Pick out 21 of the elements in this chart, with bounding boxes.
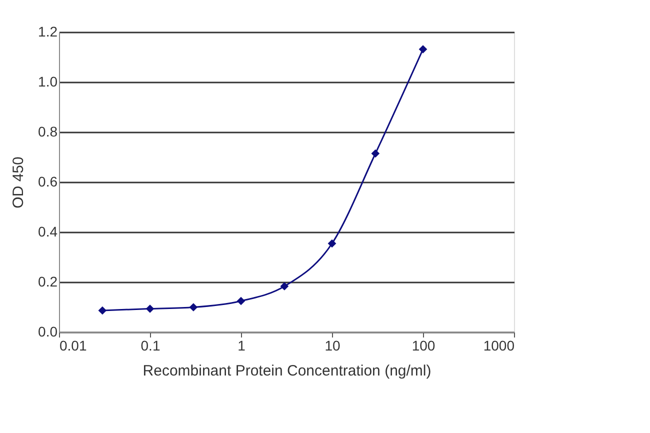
point	[280, 282, 289, 290]
y-tick-label: 0.0	[38, 324, 58, 340]
y-tick-label: 0.8	[38, 124, 58, 140]
x-tick-label: 1	[238, 338, 246, 354]
y-tick-label: 1.2	[38, 24, 58, 40]
x-axis-title: Recombinant Protein Concentration (ng/ml)	[142, 362, 432, 380]
x-tick-label: 100	[412, 338, 436, 354]
x-tick-label: 10	[324, 338, 340, 354]
point	[236, 296, 246, 306]
x-tick-label: 0.1	[140, 338, 160, 354]
x-tick-label: 1000	[483, 338, 515, 354]
point	[189, 303, 198, 312]
y-tick-label: 0.2	[38, 274, 58, 290]
y-tick-label: 1.0	[38, 74, 58, 90]
point	[328, 239, 336, 248]
y-tick-label: 0.4	[38, 224, 58, 240]
point	[98, 306, 107, 315]
x-tick-label: 0.01	[60, 338, 87, 354]
y-axis-title: OD 450	[10, 156, 28, 208]
point	[418, 45, 428, 54]
y-tick-label: 0.6	[38, 174, 58, 190]
